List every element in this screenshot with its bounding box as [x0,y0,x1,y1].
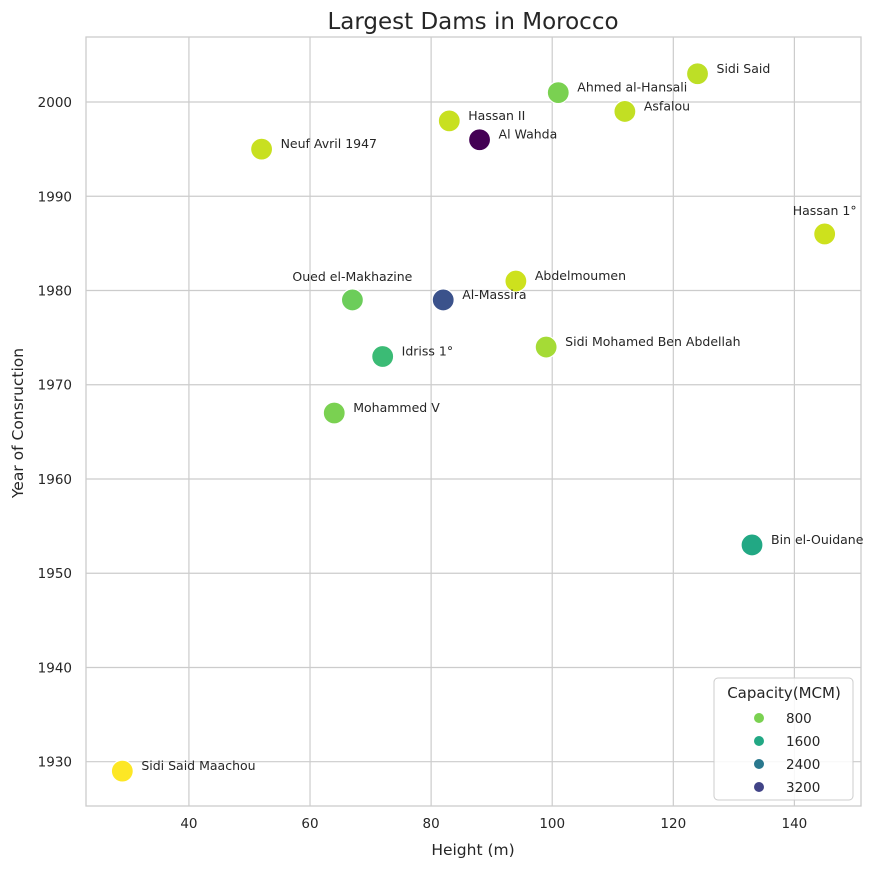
data-point [813,222,837,246]
point-label: Ahmed al-Hansali [577,80,687,95]
y-tick-label: 1960 [38,472,72,488]
legend-title: Capacity(MCM) [727,684,841,702]
x-tick-label: 140 [782,816,808,832]
point-label: Mohammed V [353,400,440,415]
point-label: Idriss 1° [402,343,453,358]
point-label: Asfalou [644,98,690,113]
y-tick-labels: 1930 1940 1950 1960 1970 1980 1990 2000 [38,95,72,771]
plot-area-frame [85,36,862,807]
x-axis-label: Height (m) [431,841,514,859]
legend-marker [754,713,764,723]
point-label: Sidi Said Maachou [141,758,255,773]
y-tick-label: 1950 [38,566,72,582]
x-tick-label: 40 [180,816,197,832]
point-label: Hassan 1° [793,203,857,218]
point-label: Al Wahda [499,127,558,142]
chart-title: Largest Dams in Morocco [327,9,618,35]
x-tick-labels: 40 60 80 100 120 140 [180,816,807,832]
legend-marker [754,759,764,769]
data-point [546,81,570,105]
point-label: Abdelmoumen [535,268,626,283]
data-point [467,128,492,152]
legend-entry-label: 2400 [786,757,820,773]
point-label: Sidi Said [717,61,771,76]
point-label: Hassan II [468,108,525,123]
y-tick-label: 1940 [38,660,72,676]
data-point [249,137,274,161]
data-point [431,288,455,312]
data-points: Sidi Said Ahmed al-Hansali Asfalou Hassan I… [110,61,864,783]
y-tick-label: 1930 [38,755,72,771]
y-tick-label: 1990 [38,189,72,205]
legend-box [713,677,854,801]
data-point [504,269,528,293]
data-point [322,401,346,425]
x-tick-label: 60 [301,816,318,832]
grid-lines [86,37,861,806]
legend: Capacity(MCM) 800 1600 2400 3200 [713,677,854,801]
data-point [371,344,395,369]
point-label: Sidi Mohamed Ben Abdellah [565,334,740,349]
y-tick-label: 2000 [38,95,72,111]
legend-entry-label: 1600 [786,734,820,750]
point-label: Bin el-Ouidane [771,532,864,547]
y-axis-label: Year of Consruction [9,348,27,499]
x-tick-label: 80 [423,816,440,832]
data-point [437,109,461,133]
data-point [685,62,710,86]
legend-entry-label: 3200 [786,780,820,796]
data-point [534,335,558,359]
point-label: Neuf Avril 1947 [281,136,377,151]
legend-entry-label: 800 [786,711,812,727]
data-point [613,99,637,124]
legend-marker [754,736,764,746]
data-point [110,759,134,783]
x-tick-label: 100 [539,816,565,832]
legend-entries: 800 1600 2400 3200 [754,711,820,796]
y-tick-label: 1980 [38,284,72,300]
data-point [340,288,365,312]
data-point [740,533,764,557]
point-label: Oued el-Makhazine [292,269,412,284]
x-tick-label: 120 [660,816,686,832]
legend-marker [754,782,764,792]
y-tick-label: 1970 [38,378,72,394]
point-label: Al-Massira [462,287,526,302]
